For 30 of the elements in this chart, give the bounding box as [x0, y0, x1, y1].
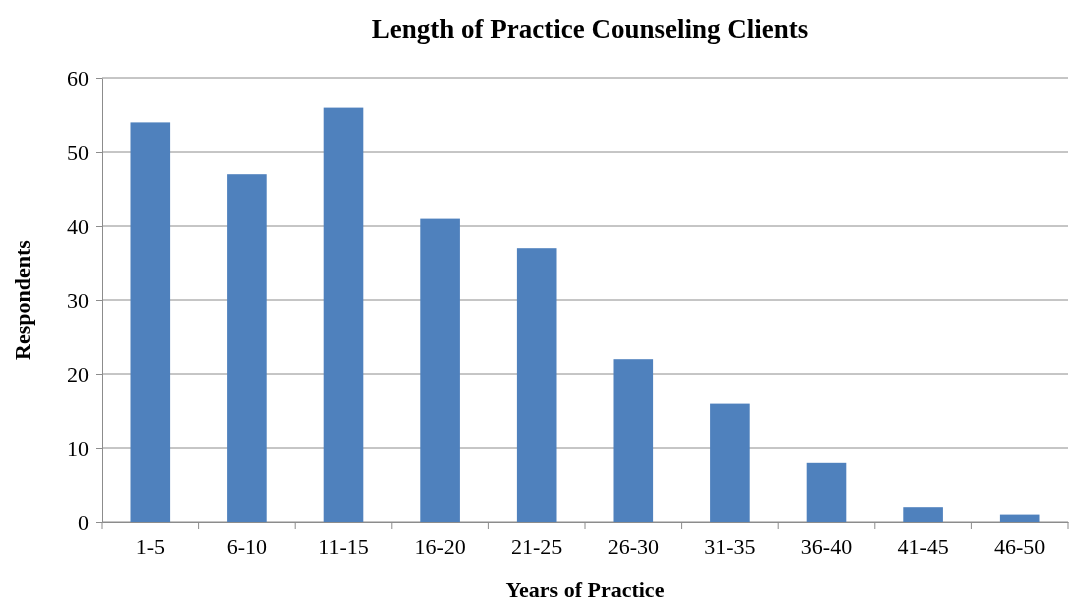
y-tick-label: 50 [67, 139, 89, 165]
x-tick-label: 16-20 [414, 533, 466, 559]
bar [710, 403, 750, 522]
x-tick-label: 6-10 [226, 533, 268, 559]
y-tick-label: 40 [67, 213, 89, 239]
y-tick-label: 10 [67, 435, 89, 461]
x-tick-label: 41-45 [897, 533, 949, 559]
bar [516, 248, 557, 522]
bar [130, 122, 171, 522]
bar [323, 107, 364, 522]
x-tick-label: 11-15 [318, 533, 369, 559]
bar [806, 462, 847, 522]
x-axis-title: Years of Practice [505, 577, 665, 602]
bar [903, 507, 943, 522]
chart-title: Length of Practice Counseling Clients [371, 14, 809, 44]
x-tick-label: 46-50 [994, 533, 1046, 559]
x-tick-label: 1-5 [135, 533, 165, 559]
x-tick-label: 36-40 [800, 533, 853, 559]
x-tick-label: 26-30 [607, 533, 659, 559]
y-tick-label: 0 [78, 509, 89, 535]
bar [420, 218, 460, 522]
x-tick-label: 31-35 [704, 533, 756, 559]
y-tick-label: 20 [67, 361, 89, 387]
y-tick-label: 60 [67, 65, 89, 91]
x-tick-label: 21-25 [511, 533, 563, 559]
y-tick-label: 30 [67, 287, 89, 313]
y-axis-title: Respondents [10, 239, 35, 360]
bar [227, 174, 267, 522]
bar [613, 359, 654, 522]
bar [999, 514, 1040, 522]
